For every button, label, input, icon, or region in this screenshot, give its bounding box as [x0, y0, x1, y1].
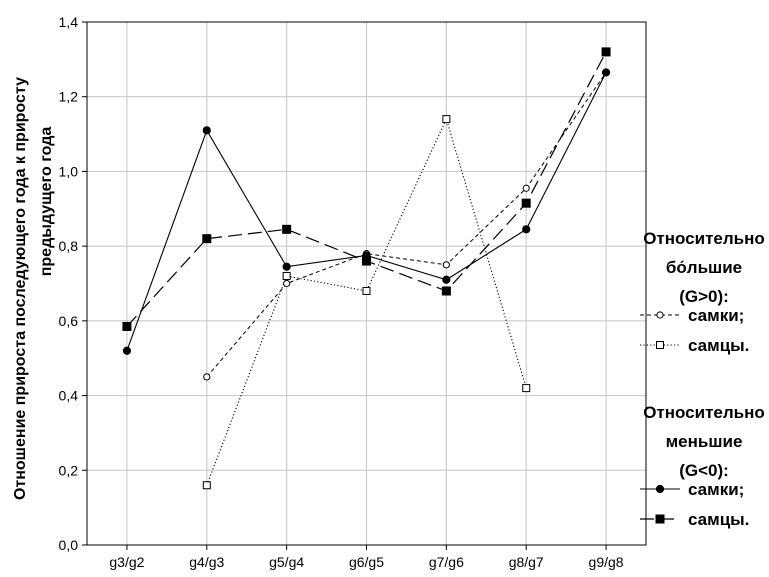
series-4-point — [122, 321, 132, 331]
legend-entry: самки; — [688, 306, 744, 325]
series-2-point — [202, 481, 211, 490]
legend-entry: самцы. — [688, 510, 749, 529]
x-tick-label: g7/g6 — [429, 554, 464, 570]
legend-group-title: меньшие — [666, 432, 743, 451]
y-axis: 0,0 0,2 0,4 0,6 0,8 1,0 1,2 1,4 — [59, 14, 87, 553]
legend-marker — [655, 484, 665, 494]
series-1-point — [442, 261, 450, 269]
series-2-point — [282, 272, 291, 281]
legend-entry: самки; — [688, 480, 744, 499]
y-tick-label: 0,2 — [59, 462, 79, 478]
y-axis-label-line-1: Отношение прироста последующего года к п… — [12, 77, 29, 500]
series-3-point — [442, 275, 451, 284]
x-axis: g3/g2 g4/g3 g5/g4 g6/g5 g7/g6 g8/g7 g9/g8 — [109, 545, 624, 570]
series-4 — [122, 47, 611, 331]
x-tick-label: g4/g3 — [189, 554, 224, 570]
x-tick-label: g6/g5 — [349, 554, 384, 570]
legend-marker — [656, 341, 664, 349]
series-4-point — [282, 224, 292, 234]
series-4-point — [202, 234, 212, 244]
series-4-point — [521, 198, 531, 208]
y-tick-label: 0,0 — [59, 537, 79, 553]
legend-group-title: бо́льшие — [666, 258, 742, 277]
legend-group-title: (G>0): — [679, 287, 729, 306]
legend-marker — [656, 311, 664, 319]
legend-entry: самцы. — [688, 336, 749, 355]
y-tick-label: 0,6 — [59, 313, 79, 329]
y-axis-label-line-2: предыдущего года — [38, 127, 55, 277]
legend-marker — [655, 514, 665, 524]
series-3-point — [601, 68, 611, 77]
x-tick-label: g5/g4 — [269, 554, 304, 570]
series-1-point — [522, 184, 530, 192]
series-3-point — [202, 126, 211, 135]
series-4-point — [441, 286, 451, 296]
grid-lines — [87, 22, 646, 545]
series-1-line — [206, 72, 607, 378]
y-tick-label: 1,2 — [59, 89, 79, 105]
series-2 — [202, 115, 531, 490]
series-1 — [203, 68, 610, 381]
y-tick-label: 0,8 — [59, 238, 79, 254]
legend: Относительнобо́льшие(G>0):самки;самцы.От… — [640, 229, 765, 529]
series-1-point — [283, 279, 291, 288]
series-3-point — [122, 346, 132, 355]
series-3-point — [522, 225, 531, 234]
series-3-point — [282, 262, 291, 271]
y-tick-label: 0,4 — [59, 388, 79, 404]
legend-group-title: Относительно — [643, 403, 765, 422]
y-tick-label: 1,4 — [59, 14, 79, 30]
legend-group-title: Относительно — [643, 229, 765, 248]
series-3 — [122, 68, 611, 355]
series-4-point — [601, 47, 611, 57]
series-2-point — [442, 115, 451, 124]
series-layer — [122, 47, 611, 490]
y-tick-label: 1,0 — [59, 163, 79, 179]
series-2-point — [362, 286, 371, 295]
series-2-point — [522, 384, 531, 393]
series-1-point — [203, 373, 211, 381]
x-tick-label: g3/g2 — [109, 554, 144, 570]
series-4-point — [362, 256, 371, 266]
x-tick-label: g9/g8 — [589, 554, 624, 570]
x-tick-label: g8/g7 — [509, 554, 544, 570]
legend-group-title: (G<0): — [679, 461, 729, 480]
